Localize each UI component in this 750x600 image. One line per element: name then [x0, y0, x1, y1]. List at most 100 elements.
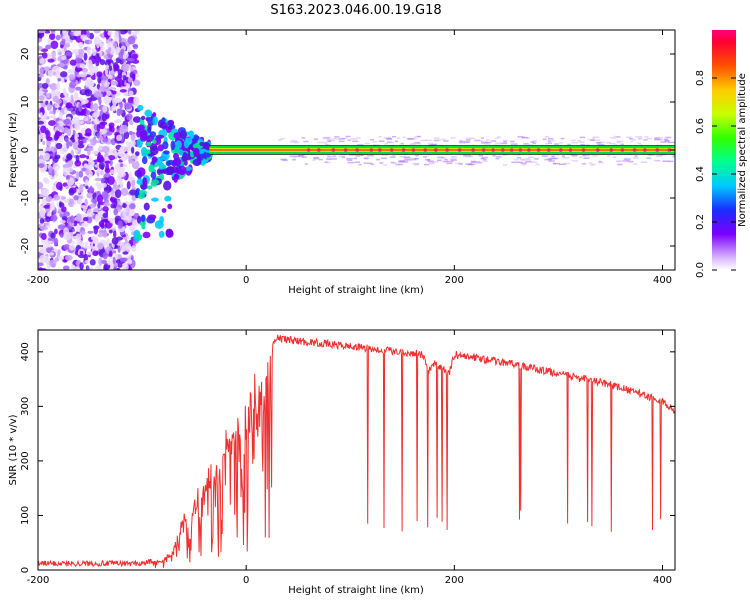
snr-line [38, 334, 675, 569]
spectrogram-noise-cell [82, 216, 89, 222]
colorbar-tick-label: 0.4 [695, 166, 706, 182]
spectrogram-noise-cell [82, 206, 87, 213]
spectrogram-sideband [363, 162, 367, 164]
spectrogram-noise-cell [101, 259, 108, 265]
spectrogram-noise-cell [114, 253, 119, 260]
spectrogram-noise-cell [38, 163, 45, 168]
spectrogram-sideband [544, 158, 548, 161]
spectrogram-noise-cell [127, 35, 136, 45]
spectrogram-carrier-dot [369, 148, 374, 152]
spectrogram-sideband [366, 162, 373, 165]
spectrogram-blob [170, 140, 176, 151]
spectrogram-noise-cell [39, 58, 45, 64]
spectrogram-noise-cell [100, 84, 105, 93]
spectrogram-blob [139, 221, 147, 226]
spectrogram-noise-cell [123, 153, 129, 160]
spectrogram-sideband [427, 159, 431, 161]
spectrogram-blob [143, 149, 152, 155]
spectrogram-sideband [521, 136, 529, 139]
spectrogram-sideband [503, 164, 508, 166]
spectrogram-sideband [414, 157, 419, 160]
spectrogram-sideband [532, 142, 536, 145]
spectrogram-noise-cell [41, 52, 48, 59]
spectrogram-sideband [561, 155, 565, 157]
spectrogram-sideband [428, 162, 435, 165]
spectrogram-sideband [363, 157, 370, 159]
spectrogram-noise-cell [102, 104, 108, 113]
spectrogram-sideband [392, 154, 396, 157]
spectrogram-noise-cell [57, 78, 61, 82]
spectrogram-blob [136, 130, 141, 138]
spectrogram-xlabel: Height of straight line (km) [288, 285, 424, 296]
spectrogram-noise-cell [59, 121, 64, 127]
spectrogram-noise-cell [97, 75, 102, 84]
spectrogram-blob [140, 129, 148, 140]
spectrogram-noise-cell [102, 251, 108, 260]
spectrogram-sideband [325, 136, 331, 139]
spectrogram-sideband [458, 139, 463, 142]
spectrogram-noise-cell [99, 182, 107, 189]
spectrogram-sideband [628, 161, 633, 163]
spectrogram-noise-cell [57, 256, 65, 261]
spectrogram-blob [167, 125, 172, 130]
spectrogram-sideband [332, 155, 337, 158]
spectrogram-sideband [535, 163, 540, 166]
spectrogram-sideband [668, 160, 674, 163]
spectrogram-sideband [391, 135, 397, 138]
spectrogram-noise-cell [50, 40, 59, 50]
spectrogram-noise-cell [55, 172, 59, 178]
spectrogram-noise-cell [51, 169, 55, 177]
snr-frame [37, 329, 676, 571]
spectrogram-sideband [301, 137, 306, 139]
spectrogram-sideband [609, 142, 616, 145]
spectrogram-sideband [592, 155, 598, 157]
spectrogram-noise-cell [61, 206, 67, 213]
spectrogram-ytick-label: -20 [20, 238, 31, 254]
spectrogram-sideband [334, 136, 340, 138]
spectrogram-sideband [617, 160, 624, 162]
spectrogram-noise-cell [61, 35, 68, 40]
spectrogram-sideband [503, 140, 507, 143]
spectrogram-sideband [280, 158, 287, 161]
spectrogram-sideband [423, 156, 428, 158]
spectrogram-noise-cell [96, 194, 104, 204]
spectrogram-sideband [632, 157, 639, 159]
spectrogram-noise-cell [49, 115, 56, 119]
spectrogram-sideband [671, 155, 675, 158]
spectrogram-noise-cell [38, 74, 45, 78]
spectrogram-noise-cell [60, 107, 65, 113]
spectrogram-sideband [441, 138, 446, 141]
spectrogram-noise-cell [98, 229, 104, 235]
spectrogram-noise-cell [68, 244, 76, 251]
spectrogram-noise-cell [78, 140, 84, 145]
spectrogram-xtick-label: 400 [653, 275, 672, 286]
spectrogram-noise-cell [75, 171, 80, 180]
spectrogram-sideband [446, 160, 454, 163]
spectrogram-noise-cell [79, 154, 87, 159]
spectrogram-blob [163, 180, 172, 191]
spectrogram-noise-cell [49, 203, 56, 211]
spectrogram-noise-cell [119, 89, 127, 93]
spectrogram-noise-cell [91, 47, 97, 56]
spectrogram-sideband [317, 141, 323, 144]
spectrogram-sideband [385, 153, 389, 155]
spectrogram-sideband [637, 137, 643, 140]
spectrogram-carrier-dot [581, 148, 586, 152]
spectrogram-noise-cell [115, 259, 121, 264]
spectrogram-sideband [358, 163, 362, 166]
spectrogram-sideband [633, 163, 638, 165]
spectrogram-blob [145, 135, 155, 142]
spectrogram-noise-cell [124, 30, 129, 34]
spectrogram-sideband [364, 158, 368, 160]
spectrogram-noise-cell [95, 57, 102, 63]
spectrogram-sideband [640, 161, 648, 163]
spectrogram-carrier-dot [355, 148, 359, 152]
spectrogram-sideband [280, 137, 285, 140]
spectrogram-xtick-label: 0 [243, 275, 249, 286]
spectrogram-blob [145, 142, 152, 147]
spectrogram-noise-cell [75, 266, 81, 270]
spectrogram-sideband [383, 137, 390, 139]
spectrogram-noise-cell [113, 208, 119, 216]
spectrogram-noise-cell [90, 235, 97, 241]
spectrogram-noise-cell [83, 116, 89, 122]
